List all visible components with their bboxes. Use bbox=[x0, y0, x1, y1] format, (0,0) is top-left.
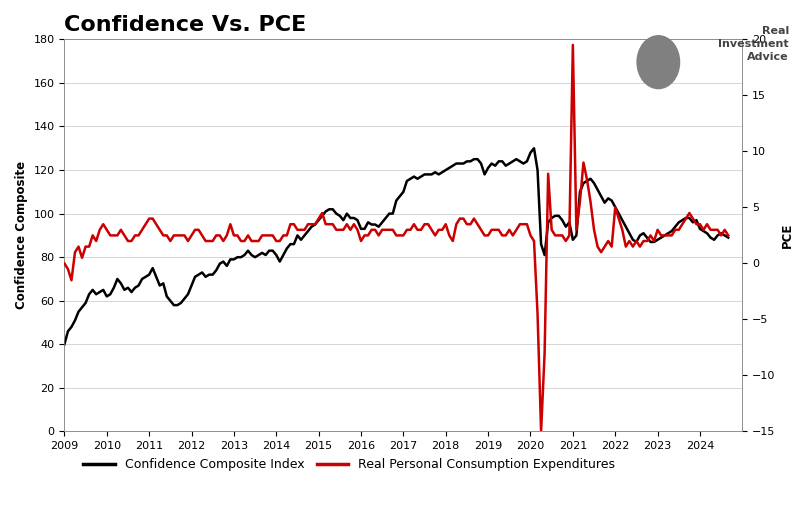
FancyArrowPatch shape bbox=[639, 48, 656, 57]
Text: Real
Investment
Advice: Real Investment Advice bbox=[718, 26, 789, 62]
Legend: Confidence Composite Index, Real Personal Consumption Expenditures: Confidence Composite Index, Real Persona… bbox=[78, 453, 620, 476]
Y-axis label: PCE: PCE bbox=[781, 223, 794, 248]
FancyArrowPatch shape bbox=[661, 48, 677, 57]
Y-axis label: Confidence Composite: Confidence Composite bbox=[15, 161, 28, 309]
Text: Confidence Vs. PCE: Confidence Vs. PCE bbox=[65, 15, 307, 35]
Ellipse shape bbox=[637, 36, 680, 89]
